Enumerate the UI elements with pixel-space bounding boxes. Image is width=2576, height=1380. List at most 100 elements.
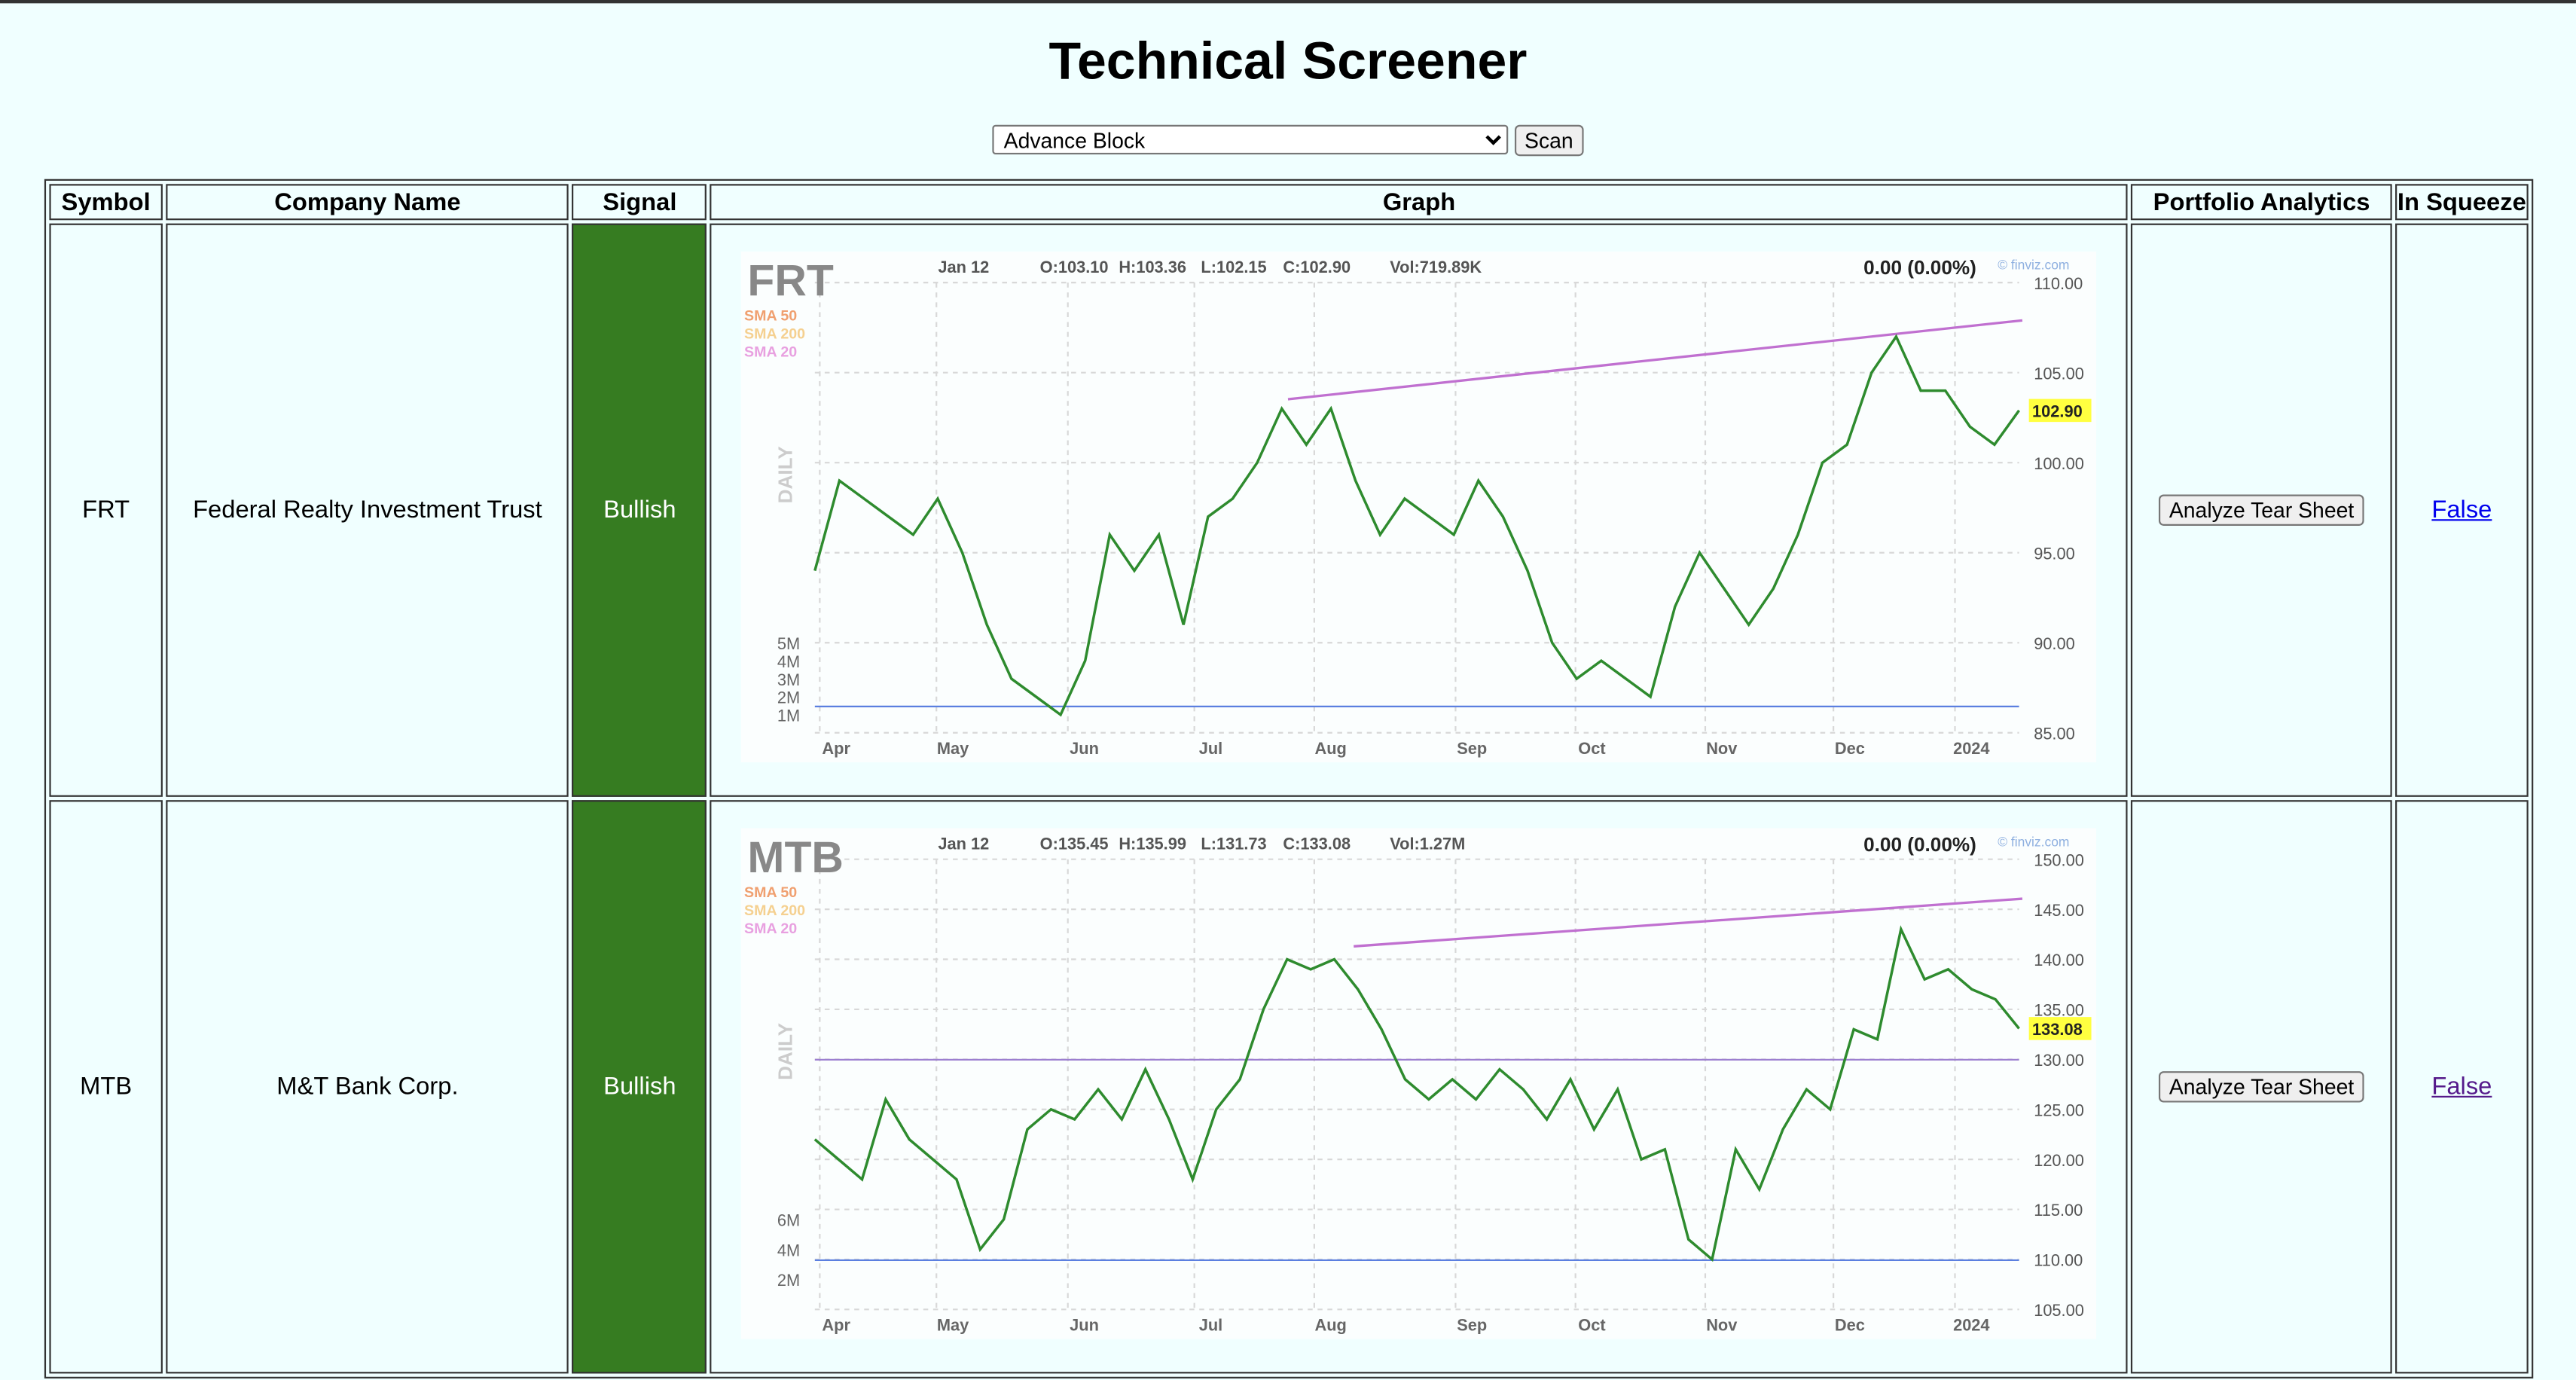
chart-background [741, 251, 2097, 763]
pattern-select[interactable]: Advance Block [992, 124, 1509, 155]
x-tick-label: Sep [1457, 739, 1488, 758]
quote-volume: Vol:1.27M [1390, 835, 1466, 853]
column-header: Symbol [49, 184, 163, 221]
period-label: DAILY [774, 1022, 797, 1080]
volume-tick-label: 3M [778, 670, 801, 689]
volume-tick-label: 6M [778, 1211, 801, 1230]
ticker: FRT [748, 257, 834, 306]
y-tick-label: 95.00 [2034, 544, 2076, 563]
results-table: Symbol Company Name Signal Graph Portfol… [44, 179, 2534, 1378]
x-tick-label: Dec [1836, 1316, 1866, 1335]
legend-item: SMA 20 [745, 921, 798, 937]
analytics-cell: Analyze Tear Sheet [2131, 223, 2392, 797]
column-header: Company Name [166, 184, 569, 221]
y-tick-label: 145.00 [2034, 901, 2085, 920]
legend-item: SMA 50 [745, 307, 798, 324]
volume-tick-label: 2M [778, 1271, 801, 1290]
ticker: MTB [748, 833, 844, 882]
x-tick-label: Jul [1199, 1316, 1223, 1335]
column-header: Signal [572, 184, 707, 221]
controls: Advance Block Scan [992, 124, 1583, 157]
trend-line [1354, 897, 2023, 948]
x-tick-label: 2024 [1954, 739, 1991, 758]
x-tick-label: Aug [1315, 739, 1347, 758]
squeeze-link[interactable]: False [2431, 1073, 2492, 1101]
graph-cell: 105.00 110.00 115.00 120.00 125.00 130.00 135.… [710, 800, 2129, 1374]
quote-high: H:135.99 [1119, 835, 1187, 853]
legend-item: SMA 50 [745, 884, 798, 901]
squeeze-cell: False [2395, 223, 2529, 797]
watermark: © finviz.com [1998, 834, 2070, 849]
x-tick-label: 2024 [1954, 1316, 1991, 1335]
column-header: Graph [710, 184, 2129, 221]
symbol: MTB [49, 800, 163, 1374]
price-tag-bg [2029, 398, 2092, 423]
analytics-cell: Analyze Tear Sheet [2131, 800, 2392, 1374]
tear-sheet-button[interactable]: Analyze Tear Sheet [2159, 1071, 2364, 1103]
signal: Bullish [572, 223, 707, 797]
x-tick-label: Jul [1199, 739, 1223, 758]
x-tick-label: Sep [1457, 1316, 1488, 1335]
y-tick-label: 150.00 [2034, 850, 2085, 869]
x-tick-label: Aug [1315, 1316, 1347, 1335]
volume-tick-label: 4M [778, 652, 801, 671]
header-row: Symbol Company Name Signal Graph Portfol… [49, 184, 2529, 221]
y-tick-label: 125.00 [2034, 1101, 2085, 1119]
trend-line [1288, 319, 2023, 401]
y-tick-label: 115.00 [2034, 1201, 2083, 1220]
legend-item: SMA 20 [745, 343, 798, 360]
company: Federal Realty Investment Trust [166, 223, 569, 797]
y-tick-label: 130.00 [2034, 1051, 2085, 1070]
x-tick-label: Nov [1707, 739, 1738, 758]
volume-tick-label: 1M [778, 707, 801, 725]
scan-button[interactable]: Scan [1514, 124, 1583, 157]
column-header: In Squeeze [2395, 184, 2529, 221]
quote-date: Jan 12 [939, 258, 990, 276]
x-tick-label: Oct [1579, 739, 1606, 758]
chart: 105.00 110.00 115.00 120.00 125.00 130.00 135.… [741, 828, 2097, 1339]
page-title: Technical Screener [1048, 31, 1528, 90]
legend-item: SMA 200 [745, 325, 806, 342]
price-line [813, 334, 2021, 717]
graph-cell: 85.00 90.00 95.00 100.00 105.00 110.00 Apr May J… [710, 223, 2129, 797]
result-row: FRT Federal Realty Investment Trust Bull… [49, 223, 2529, 797]
signal: Bullish [572, 800, 707, 1374]
x-tick-label: May [937, 739, 969, 758]
y-tick-label: 110.00 [2034, 1251, 2083, 1270]
symbol: FRT [49, 223, 163, 797]
quote-open: O:135.45 [1040, 835, 1109, 853]
squeeze-link[interactable]: False [2431, 496, 2492, 524]
chart: 85.00 90.00 95.00 100.00 105.00 110.00 Apr May J… [741, 251, 2097, 763]
y-tick-label: 140.00 [2034, 951, 2085, 969]
y-tick-label: 135.00 [2034, 1001, 2085, 1020]
quote-high: H:103.36 [1119, 258, 1187, 276]
company: M&T Bank Corp. [166, 800, 569, 1374]
y-tick-label: 85.00 [2034, 724, 2076, 743]
quote-volume: Vol:719.89K [1390, 258, 1482, 276]
period-label: DAILY [774, 446, 797, 504]
x-tick-label: Apr [823, 1316, 851, 1335]
y-tick-label: 110.00 [2034, 274, 2083, 293]
quote-date: Jan 12 [939, 835, 990, 853]
chart-background [741, 828, 2097, 1339]
volume-tick-label: 4M [778, 1241, 801, 1259]
y-tick-label: 105.00 [2034, 1301, 2085, 1320]
price-tag-bg [2029, 1017, 2092, 1040]
price-tag: 133.08 [2033, 1020, 2083, 1039]
quote-open: O:103.10 [1040, 258, 1109, 276]
tear-sheet-button[interactable]: Analyze Tear Sheet [2159, 494, 2364, 526]
x-tick-label: Oct [1579, 1316, 1606, 1335]
x-tick-label: Nov [1707, 1316, 1738, 1335]
quote-low: L:131.73 [1201, 835, 1267, 853]
quote-close: C:102.90 [1283, 258, 1351, 276]
y-tick-label: 100.00 [2034, 454, 2085, 473]
watermark: © finviz.com [1998, 258, 2070, 273]
y-tick-label: 105.00 [2034, 364, 2085, 383]
price-tag: 102.90 [2033, 402, 2083, 421]
price-line [814, 925, 2021, 1262]
x-tick-label: Jun [1070, 739, 1100, 758]
y-tick-label: 120.00 [2034, 1151, 2085, 1170]
legend-item: SMA 200 [745, 902, 806, 919]
x-tick-label: May [937, 1316, 969, 1335]
